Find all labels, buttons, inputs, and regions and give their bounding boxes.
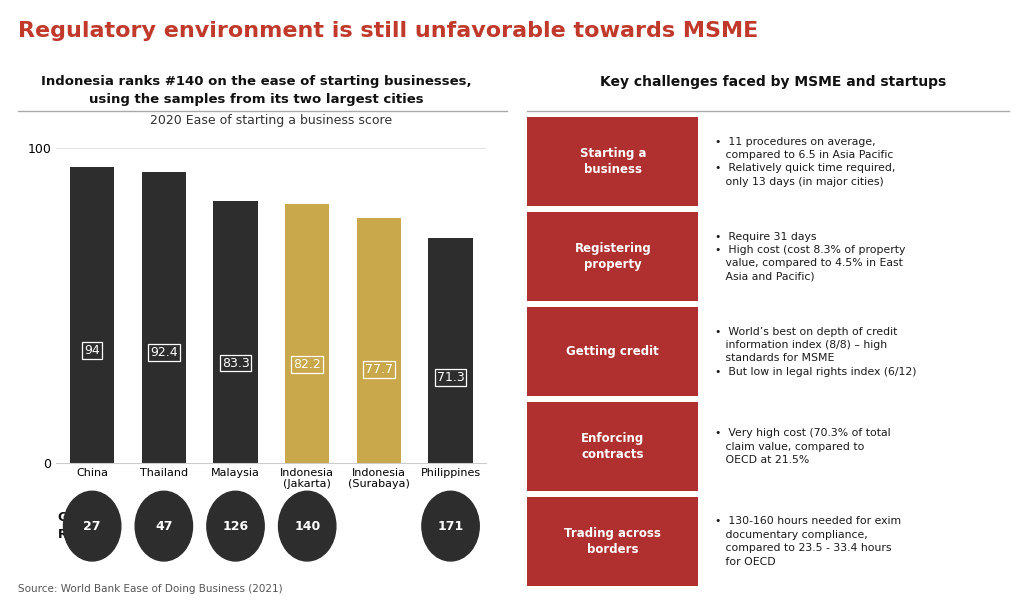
Circle shape	[135, 491, 193, 561]
Bar	[356, 218, 401, 463]
Text: •  World’s best on depth of credit
   information index (8/8) – high
   standard: • World’s best on depth of credit inform…	[715, 326, 916, 377]
Bar	[428, 239, 473, 463]
Text: 82.2: 82.2	[293, 358, 322, 371]
Text: 27: 27	[83, 520, 101, 532]
Text: 77.7: 77.7	[365, 364, 393, 376]
Circle shape	[63, 491, 121, 561]
Text: 92.4: 92.4	[151, 346, 177, 359]
Text: •  11 procedures on average,
   compared to 6.5 in Asia Pacific
•  Relatively qu: • 11 procedures on average, compared to …	[715, 136, 895, 187]
Text: Registering
property: Registering property	[574, 242, 651, 272]
Circle shape	[422, 491, 479, 561]
Bar	[285, 204, 330, 463]
Text: Starting a
business: Starting a business	[580, 147, 646, 177]
Text: Global
Rank: Global Rank	[57, 511, 102, 541]
Text: 126: 126	[222, 520, 249, 532]
Text: 140: 140	[294, 520, 321, 532]
Text: •  Require 31 days
•  High cost (cost 8.3% of property
   value, compared to 4.5: • Require 31 days • High cost (cost 8.3%…	[715, 231, 905, 282]
Text: •  130-160 hours needed for exim
   documentary compliance,
   compared to 23.5 : • 130-160 hours needed for exim document…	[715, 516, 901, 567]
Text: Enforcing
contracts: Enforcing contracts	[582, 432, 644, 462]
Text: 94: 94	[84, 344, 100, 357]
Bar	[141, 172, 186, 463]
Title: 2020 Ease of starting a business score: 2020 Ease of starting a business score	[151, 114, 392, 127]
Bar	[70, 167, 115, 463]
Text: Indonesia ranks #140 on the ease of starting businesses,
using the samples from : Indonesia ranks #140 on the ease of star…	[41, 75, 471, 106]
Text: 47: 47	[155, 520, 173, 532]
Bar	[213, 201, 258, 463]
Text: •  Very high cost (70.3% of total
   claim value, compared to
   OECD at 21.5%: • Very high cost (70.3% of total claim v…	[715, 428, 891, 465]
Text: Regulatory environment is still unfavorable towards MSME: Regulatory environment is still unfavora…	[18, 21, 759, 41]
Text: Key challenges faced by MSME and startups: Key challenges faced by MSME and startup…	[600, 75, 946, 89]
Text: 171: 171	[437, 520, 464, 532]
Text: 71.3: 71.3	[436, 371, 465, 384]
Circle shape	[279, 491, 336, 561]
Circle shape	[207, 491, 264, 561]
Text: Getting credit: Getting credit	[566, 345, 659, 358]
Text: Source: World Bank Ease of Doing Business (2021): Source: World Bank Ease of Doing Busines…	[18, 584, 283, 594]
Text: 83.3: 83.3	[221, 356, 250, 370]
Text: Trading across
borders: Trading across borders	[564, 526, 662, 557]
